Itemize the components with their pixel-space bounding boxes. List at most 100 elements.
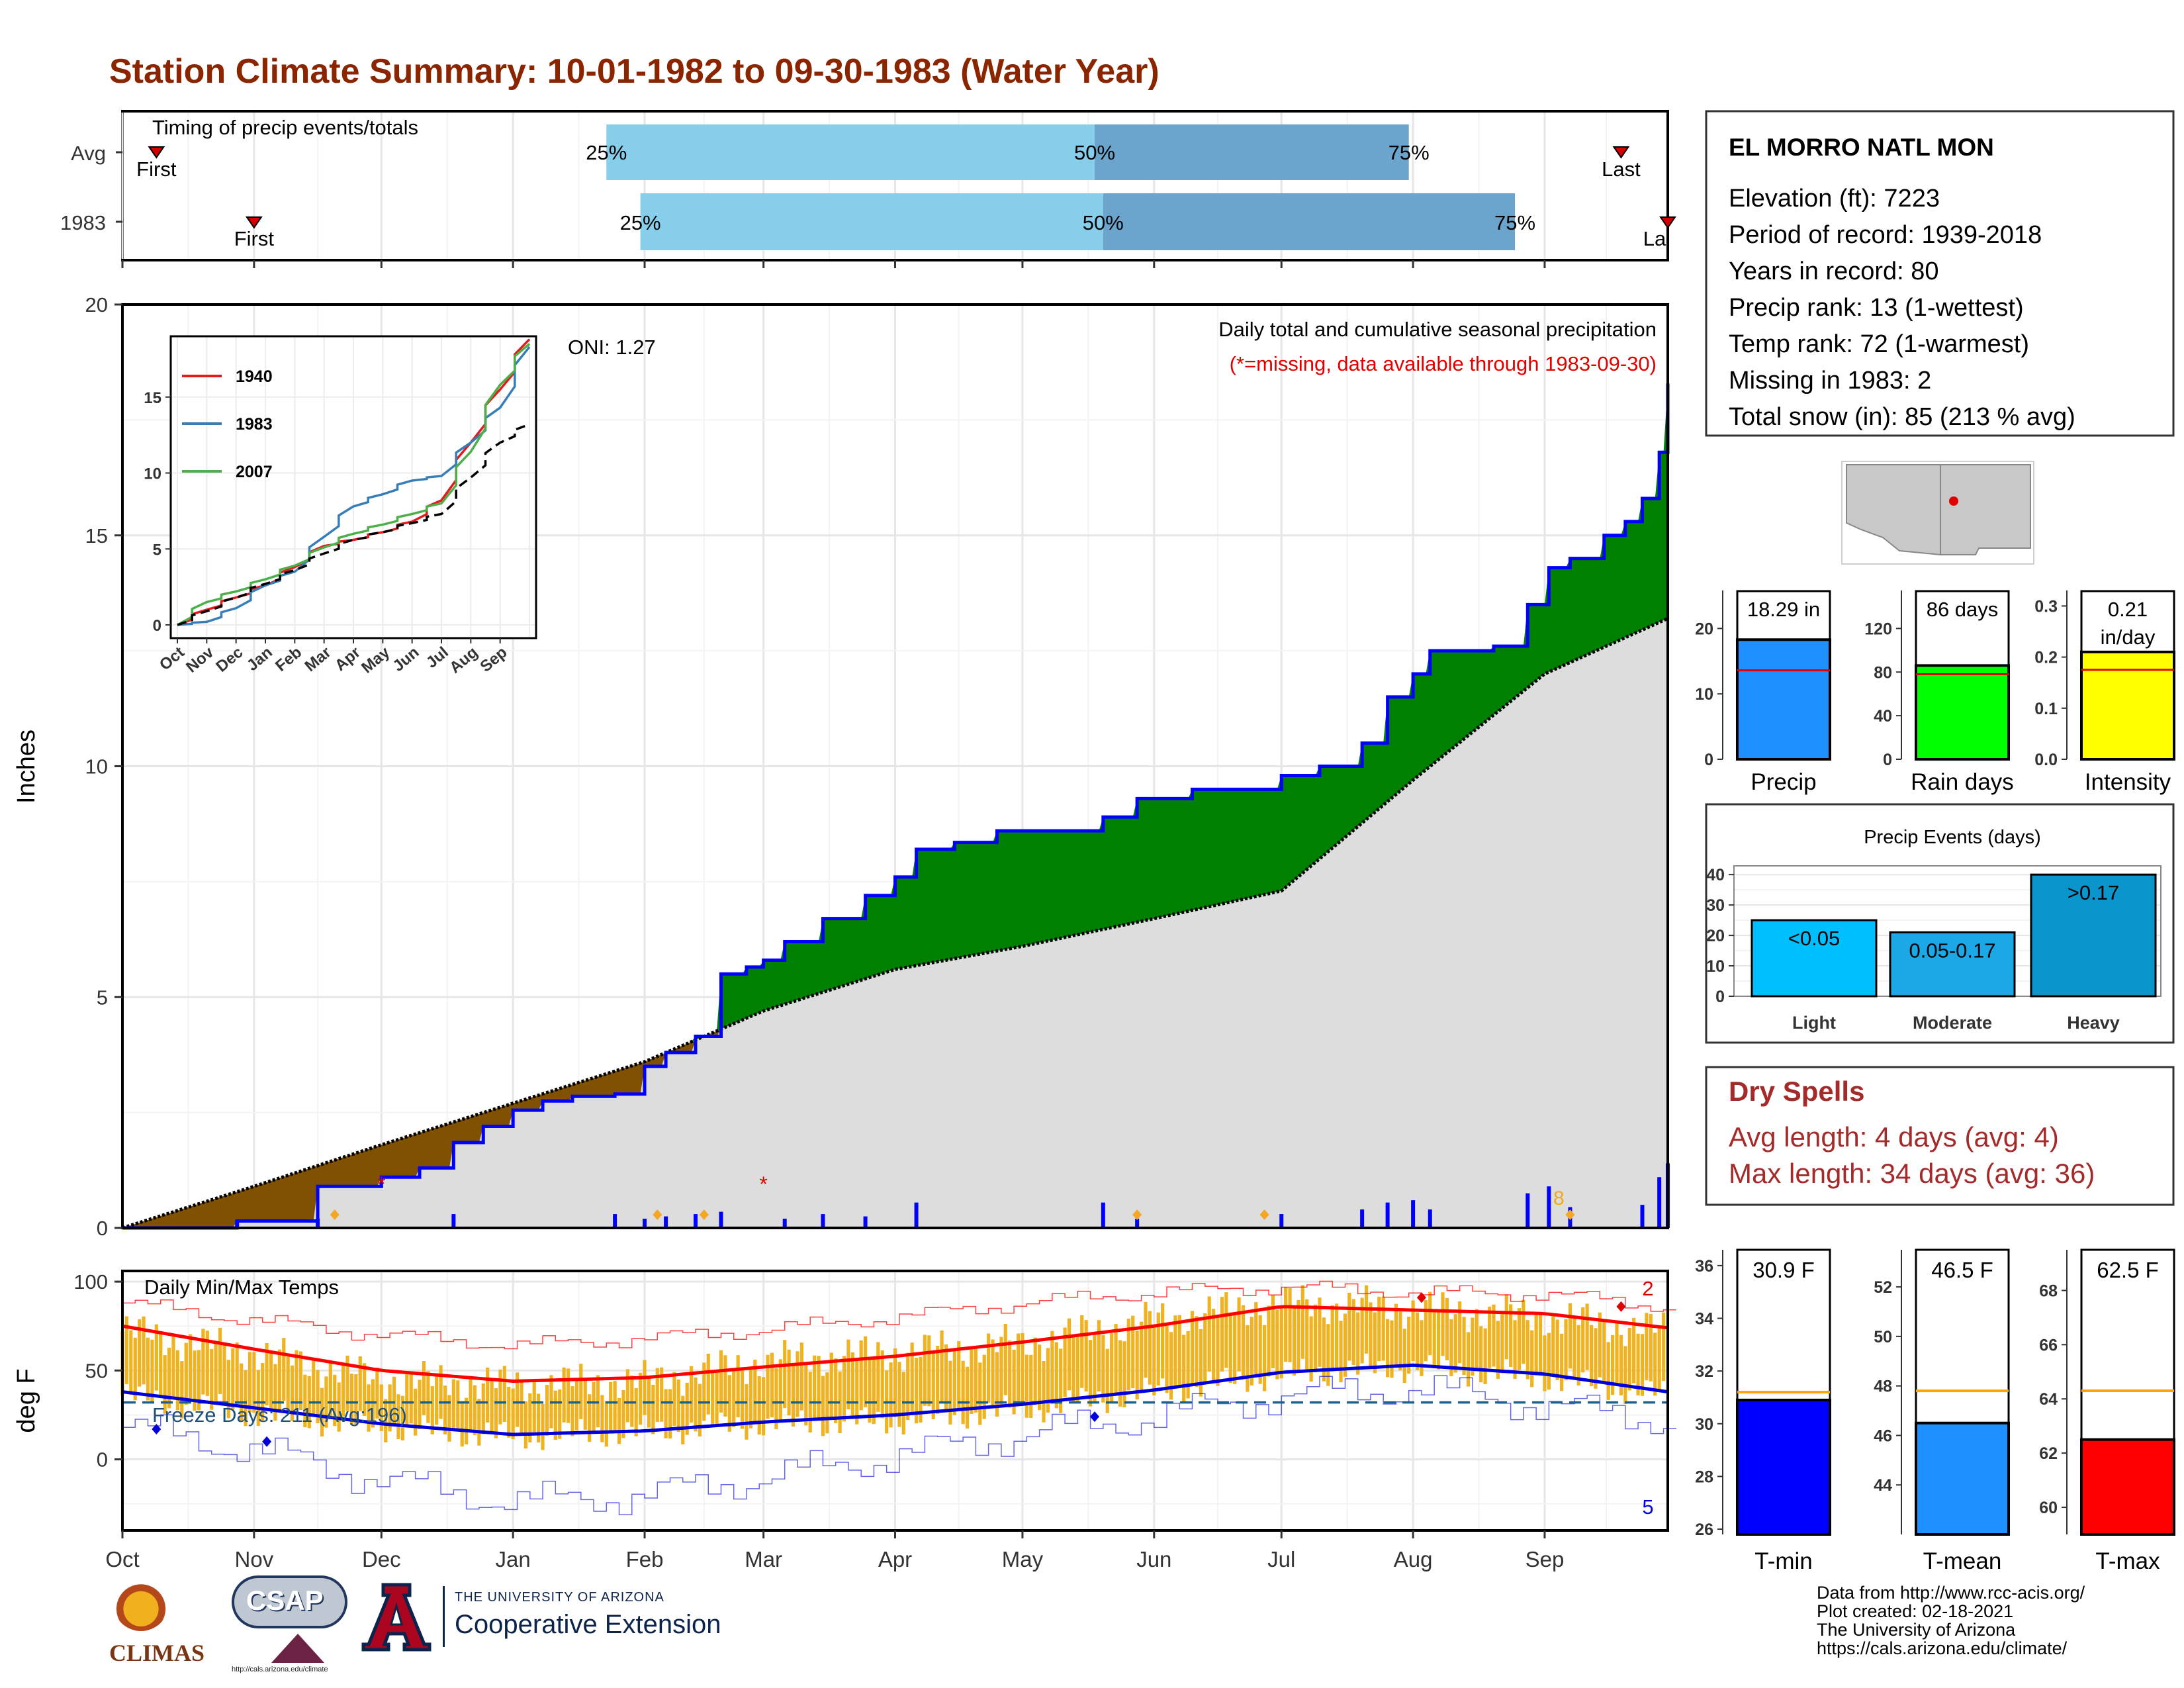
t-max-x-label: T-max — [2095, 1548, 2160, 1574]
ua-university-name: THE UNIVERSITY OF ARIZONA — [455, 1590, 664, 1605]
temp-range-bar — [1661, 1312, 1666, 1382]
page-title: Station Climate Summary: 10-01-1982 to 0… — [109, 52, 1160, 91]
temp-range-bar — [1114, 1324, 1118, 1395]
temp-range-bar — [1538, 1315, 1543, 1376]
events-category-moderate: Moderate — [1913, 1013, 1992, 1033]
temp-range-bar — [205, 1331, 209, 1396]
timing-1983-bar-second-half — [1103, 193, 1516, 250]
rain-days-x-label: Rain days — [1911, 769, 2014, 795]
temp-range-bar — [974, 1346, 978, 1413]
temp-range-bar — [520, 1381, 523, 1434]
temp-range-bar — [494, 1388, 498, 1438]
temp-range-bar — [511, 1388, 515, 1440]
temp-range-bar — [146, 1337, 150, 1401]
rain-days-y-tick-label: 120 — [1864, 620, 1892, 638]
temp-range-bar — [1046, 1348, 1050, 1413]
temp-range-bar — [1564, 1319, 1568, 1381]
temp-range-bar — [796, 1351, 799, 1417]
precip-y-tick-label: 0 — [97, 1217, 108, 1240]
temp-range-bar — [197, 1350, 201, 1411]
month-label-aug: Aug — [1394, 1547, 1433, 1571]
temp-range-bar — [880, 1350, 884, 1419]
temp-range-bar — [1309, 1316, 1313, 1382]
temp-range-bar — [295, 1350, 298, 1409]
temp-range-bar — [282, 1338, 286, 1401]
temp-range-bar — [1466, 1332, 1471, 1387]
oni-label: ONI: 1.27 — [568, 336, 656, 359]
temp-range-bar — [825, 1372, 829, 1434]
temp-range-bar — [1122, 1341, 1126, 1408]
events-bar-heavy — [2030, 873, 2157, 998]
temp-range-bar — [1356, 1312, 1360, 1375]
temp-range-bar — [142, 1316, 146, 1385]
temp-range-bar — [379, 1384, 383, 1431]
record-low-count: 5 — [1642, 1495, 1653, 1519]
temp-range-bar — [1139, 1321, 1144, 1393]
temp-panel-label: Daily Min/Max Temps — [144, 1276, 339, 1299]
temp-range-bar — [477, 1399, 481, 1446]
temp-range-bar — [1313, 1304, 1318, 1373]
temp-range-bar — [244, 1370, 248, 1427]
annual-summary-bars: 18.29 in 0 10 20 Precip 86 days 0 40 80 120 Rain d… — [1695, 590, 2175, 795]
rain-days-bar — [1915, 664, 2010, 761]
locator-map — [1841, 461, 2034, 565]
temp-range-bar — [312, 1360, 316, 1417]
temp-range-bar — [414, 1388, 418, 1436]
station-period: Period of record: 1939-2018 — [1729, 221, 2042, 249]
temp-range-bar — [129, 1330, 133, 1395]
temp-range-bar — [1292, 1306, 1297, 1376]
cumulative-precip-line — [122, 383, 1670, 1230]
temp-range-bar — [1275, 1309, 1279, 1380]
t-max-summary: 62.5 F 60 62 64 66 68 T-max — [2039, 1248, 2175, 1574]
temp-range-bar — [625, 1369, 629, 1423]
temp-range-bar — [774, 1368, 778, 1429]
missing-day-marker: * — [759, 1172, 767, 1196]
temp-range-bar — [1050, 1331, 1054, 1400]
temp-range-bar — [1441, 1292, 1445, 1356]
temp-range-bar — [613, 1381, 617, 1432]
temp-range-bar — [1585, 1303, 1589, 1370]
temp-range-bar — [1623, 1346, 1627, 1404]
events-bar-label-moderate: 0.05-0.17 — [1909, 939, 1996, 962]
temp-range-bar — [1177, 1315, 1181, 1387]
temp-range-bar — [1576, 1325, 1580, 1386]
temp-range-bar — [1148, 1311, 1152, 1385]
temp-range-bar — [1003, 1323, 1007, 1395]
precip-events-title: Precip Events (days) — [1864, 827, 2041, 848]
daily-precip-bar — [235, 1221, 240, 1228]
temp-range-bar — [740, 1370, 745, 1429]
temp-range-bar — [1241, 1305, 1246, 1378]
temp-range-bar — [384, 1399, 388, 1442]
temp-range-bar — [171, 1335, 175, 1399]
snow-diamond — [330, 1209, 340, 1220]
temp-range-bar — [435, 1373, 439, 1425]
month-label-feb: Feb — [626, 1547, 664, 1571]
temp-range-bar — [1042, 1360, 1046, 1423]
station-temp-rank: Temp rank: 72 (1-warmest) — [1729, 330, 2029, 358]
temp-range-bar — [719, 1350, 723, 1413]
station-elevation: Elevation (ft): 7223 — [1729, 185, 1940, 212]
dry-spells-box: Dry Spells Avg length: 4 days (avg: 4) M… — [1705, 1066, 2175, 1206]
temp-range-bar — [791, 1364, 796, 1427]
temp-range-bar — [1105, 1348, 1109, 1413]
timing-avg-first-label: First — [136, 158, 177, 181]
precip-y-tick-label: 5 — [97, 986, 108, 1009]
temp-range-bar — [1152, 1325, 1156, 1396]
inset-lines — [177, 338, 531, 626]
temp-range-bar — [872, 1358, 876, 1425]
temp-range-bar — [944, 1344, 948, 1413]
temp-range-bar — [868, 1356, 872, 1423]
temp-panel: Daily Min/Max Temps Freeze Days: 211 (Av… — [13, 1270, 1676, 1571]
precip-caption-missing: (*=missing, data available through 1983-… — [1230, 352, 1657, 375]
temp-range-bar — [987, 1333, 991, 1403]
temp-range-bar — [261, 1363, 265, 1421]
temp-range-bar — [422, 1360, 426, 1415]
timing-row-label-1983: 1983 — [60, 211, 106, 234]
month-label-dec: Dec — [362, 1547, 401, 1571]
dry-spells-max: Max length: 34 days (avg: 36) — [1729, 1158, 2095, 1189]
temp-range-bar — [562, 1367, 566, 1423]
csap-cloud-icon: CSAP — [232, 1575, 347, 1628]
temp-range-bar — [498, 1369, 502, 1425]
